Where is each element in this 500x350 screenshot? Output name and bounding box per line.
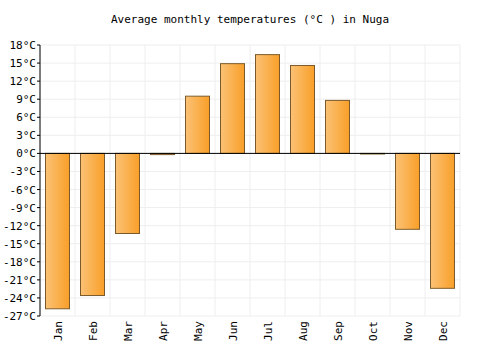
y-tick [37,171,40,172]
y-tick [37,81,40,82]
y-tick-label: -27°C [3,310,36,323]
bar-shine [221,64,244,153]
grid-line-vertical [250,45,251,316]
bar-shine [186,97,209,153]
y-tick-label: -18°C [3,256,36,269]
grid [40,45,460,316]
bar [291,65,315,153]
bar-group [431,153,455,288]
grid-line-vertical [390,45,391,316]
y-tick [37,297,40,298]
grid-line-vertical [460,45,461,316]
y-tick-label: -24°C [3,292,36,305]
bar-group [256,55,280,154]
bar [256,55,280,154]
y-tick [37,45,40,46]
y-tick [37,153,40,154]
x-tick-label: May [192,321,205,341]
bar-group [186,96,210,153]
bar-shine [291,66,314,153]
y-tick-label: -3°C [10,165,37,178]
y-tick [37,207,40,208]
bar-shine [396,154,419,229]
y-tick [37,225,40,226]
zero-line [40,153,460,154]
y-tick-label: 9°C [16,93,36,106]
grid-line-vertical [215,45,216,316]
grid-line-vertical [75,45,76,316]
y-tick-label: -9°C [10,202,37,215]
y-tick-label: 3°C [16,129,36,142]
y-tick-label: 18°C [10,39,37,52]
bar-group [221,64,245,154]
bar-shine [256,55,279,153]
x-tick-label: Jun [227,321,240,341]
bar-shine [326,101,349,153]
bar [396,153,420,229]
x-tick-label: Apr [157,321,170,341]
bar [186,96,210,153]
bar [116,153,140,233]
bar-shine [46,154,69,308]
bar [46,153,70,308]
x-tick-label: Oct [367,321,380,341]
y-tick [37,117,40,118]
y-tick [37,261,40,262]
y-tick [37,316,40,317]
y-axis-line [40,45,41,316]
bar-shine [116,154,139,233]
y-tick [37,63,40,64]
bar [431,153,455,288]
y-tick-label: 0°C [16,147,36,160]
y-tick-label: -21°C [3,274,36,287]
bar-group [396,153,420,229]
grid-line-vertical [355,45,356,316]
grid-line [40,153,460,154]
bar-group [326,100,350,153]
bar [221,64,245,154]
bar-group [116,153,140,233]
x-tick-label: Jul [262,321,275,341]
bar-group [291,65,315,153]
grid-line-vertical [180,45,181,316]
y-tick-label: 15°C [10,57,37,70]
y-tick-label: -15°C [3,238,36,251]
title: Average monthly temperatures (°C ) in Nu… [111,13,389,26]
x-tick-label: Aug [297,321,310,341]
grid-line-vertical [285,45,286,316]
bar [81,153,105,295]
chart-container: Average monthly temperatures (°C ) in Nu… [0,0,500,350]
bar-shine [81,154,104,295]
grid-line-vertical [110,45,111,316]
y-tick [37,189,40,190]
y-tick [37,279,40,280]
y-tick [37,135,40,136]
y-tick-label: -6°C [10,184,37,197]
y-tick-label: 12°C [10,75,37,88]
chart-svg: Average monthly temperatures (°C ) in Nu… [0,0,500,350]
bar-group [81,153,105,295]
x-tick-label: Jan [52,321,65,341]
x-tick-label: Sep [332,321,345,341]
grid-line-vertical [425,45,426,316]
y-tick-label: 6°C [16,111,36,124]
x-tick-label: Nov [402,321,415,341]
y-tick [37,99,40,100]
grid-line-vertical [145,45,146,316]
bar-shine [431,154,454,288]
bar-group [46,153,70,308]
grid-line-vertical [320,45,321,316]
bars [46,55,455,309]
x-tick-label: Dec [437,321,450,341]
y-tick [37,243,40,244]
x-tick-label: Mar [122,321,135,341]
y-tick-label: -12°C [3,220,36,233]
grid-line-vertical [40,45,41,316]
x-tick-label: Feb [87,321,100,341]
bar [326,100,350,153]
